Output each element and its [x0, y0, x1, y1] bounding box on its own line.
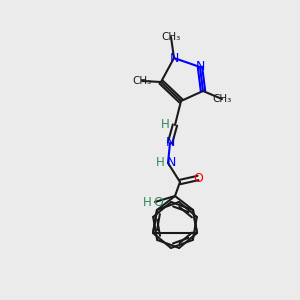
- Text: H: H: [142, 196, 152, 208]
- Text: O: O: [153, 196, 163, 208]
- Text: CH₃: CH₃: [212, 94, 232, 104]
- Text: CH₃: CH₃: [161, 32, 181, 42]
- Text: CH₃: CH₃: [132, 76, 152, 86]
- Text: H: H: [160, 118, 169, 131]
- Text: N: N: [166, 157, 176, 169]
- Text: N: N: [169, 52, 179, 64]
- Text: H: H: [156, 157, 164, 169]
- Text: O: O: [193, 172, 203, 184]
- Text: N: N: [165, 136, 175, 149]
- Text: N: N: [195, 61, 205, 74]
